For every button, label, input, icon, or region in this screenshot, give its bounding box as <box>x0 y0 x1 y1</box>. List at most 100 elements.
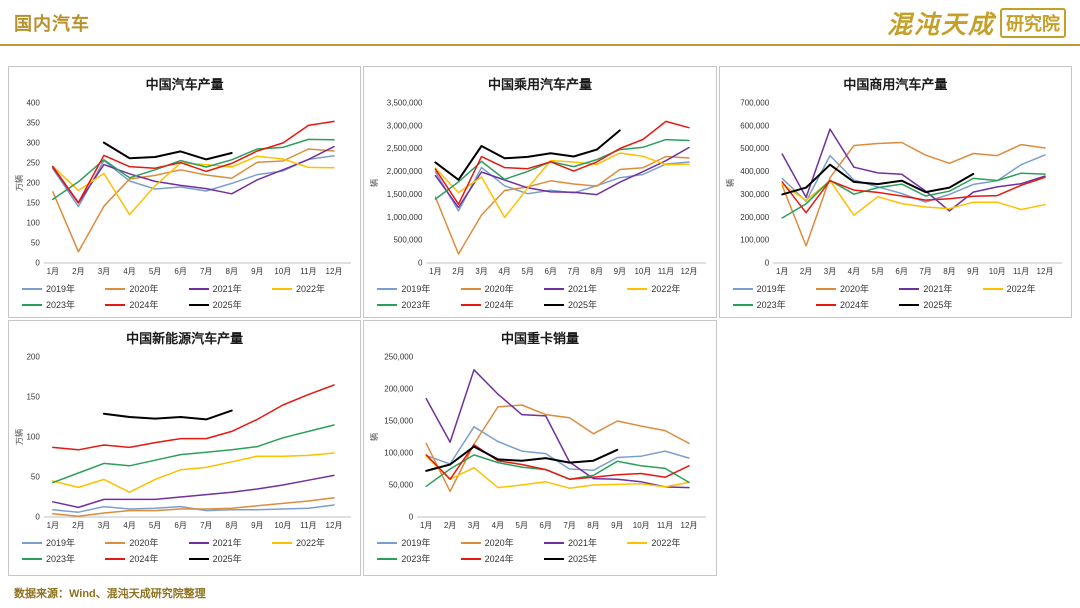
y-tick-label: 50,000 <box>389 481 414 490</box>
legend-swatch <box>188 287 209 290</box>
x-tick-label: 6月 <box>540 521 552 530</box>
y-axis-unit-label: 万辆 <box>14 429 24 445</box>
legend-swatch <box>377 541 398 544</box>
x-tick-label: 5月 <box>149 267 161 276</box>
legend-item-4: 2023年 <box>377 298 460 311</box>
legend-swatch <box>271 541 292 544</box>
chart-panel-heavy-truck-sales: 中国重卡销量 辆 0 50,000 100,000 150,000 200,000 250,… <box>363 320 717 576</box>
legend-item-1: 2020年 <box>105 282 188 295</box>
x-tick-label: 2月 <box>72 521 84 530</box>
y-tick-label: 200,000 <box>385 385 414 394</box>
y-tick-label: 3,500,000 <box>387 99 423 108</box>
chart-canvas: 辆 0 50,000 100,000 150,000 200,000 250,000 1月 2月… <box>369 353 707 530</box>
x-tick-label: 5月 <box>522 267 534 276</box>
chart-legend: 2019年 2020年 2021年 2022年 2023年 2024年 2025年 <box>725 282 1066 311</box>
empty-grid-cell <box>718 320 1072 576</box>
series-line-3 <box>434 152 691 219</box>
legend-label: 2024年 <box>484 300 514 310</box>
legend-swatch <box>460 303 481 306</box>
y-tick-label: 150 <box>26 393 40 402</box>
y-tick-label: 300 <box>26 139 40 148</box>
y-axis-unit-label: 辆 <box>369 179 379 187</box>
y-tick-label: 250 <box>26 159 40 168</box>
series-line-4 <box>781 172 1046 219</box>
x-tick-label: 4月 <box>123 521 135 530</box>
x-tick-label: 11月 <box>658 267 674 276</box>
chart-legend: 2019年 2020年 2021年 2022年 2023年 2024年 2025年 <box>14 536 355 565</box>
legend-label: 2025年 <box>567 554 598 564</box>
legend-item-2: 2021年 <box>188 282 272 295</box>
x-tick-label: 8月 <box>943 267 955 276</box>
series-line-5 <box>781 176 1046 214</box>
page-title: 国内汽车 <box>14 14 90 34</box>
legend-label: 2020年 <box>484 284 514 294</box>
legend-item-0: 2019年 <box>377 282 460 295</box>
legend-swatch <box>22 557 42 560</box>
page-footer: 数据来源：Wind、混沌天成研究院整理 <box>14 585 206 601</box>
legend-item-3: 2022年 <box>982 282 1066 295</box>
legend-label: 2019年 <box>401 538 431 548</box>
chart-legend: 2019年 2020年 2021年 2022年 2023年 2024年 2025年 <box>369 282 710 311</box>
chart-panel-nev-production: 中国新能源汽车产量 万辆 0 50 100 150 200 1月 2月 3月 4月 5月 6月 7月 8月… <box>8 320 362 576</box>
y-axis-unit-label: 辆 <box>725 179 735 187</box>
x-tick-label: 6月 <box>545 267 557 276</box>
chart-canvas: 万辆 0 50 100 150 200 1月 2月 3月 4月 5月 6月 7月 8月 9月 10月 11月 12… <box>14 353 351 530</box>
x-tick-label: 6月 <box>174 521 186 530</box>
x-tick-label: 5月 <box>871 267 883 276</box>
x-tick-label: 4月 <box>499 267 511 276</box>
y-tick-label: 300,000 <box>740 190 769 199</box>
chart-panel-passenger-vehicle-production: 中国乘用汽车产量 辆 0 500,000 1,000,000 1,500,000 2,00… <box>363 66 717 318</box>
charts-grid: 中国汽车产量 万辆 0 50 100 150 200 250 300 350 400 1月 2月 3月 4… <box>8 66 1072 576</box>
x-tick-label: 12月 <box>681 521 698 530</box>
legend-label: 2024年 <box>484 554 514 564</box>
legend-swatch <box>543 287 564 290</box>
legend-item-2: 2021年 <box>543 282 627 295</box>
x-tick-label: 7月 <box>200 521 212 530</box>
y-tick-label: 400 <box>26 99 40 108</box>
x-tick-label: 10月 <box>635 267 652 276</box>
series-line-5 <box>434 120 691 205</box>
x-tick-label: 3月 <box>98 521 110 530</box>
x-tick-label: 8月 <box>591 267 603 276</box>
x-tick-label: 7月 <box>200 267 212 276</box>
x-tick-label: 9月 <box>611 521 623 530</box>
x-tick-label: 3月 <box>468 521 480 530</box>
x-tick-label: 11月 <box>300 521 316 530</box>
y-tick-label: 200,000 <box>740 213 769 222</box>
x-tick-label: 5月 <box>516 521 528 530</box>
legend-swatch <box>732 287 753 290</box>
series-line-0 <box>52 155 335 208</box>
legend-label: 2023年 <box>401 300 431 310</box>
legend-label: 2025年 <box>212 554 242 564</box>
legend-swatch <box>22 287 42 290</box>
x-tick-label: 9月 <box>251 521 263 530</box>
data-source-note: 数据来源：Wind、混沌天成研究院整理 <box>14 588 206 600</box>
series-line-6 <box>434 129 622 181</box>
legend-label: 2019年 <box>756 284 786 294</box>
legend-swatch <box>460 557 481 560</box>
legend-label: 2021年 <box>567 284 598 294</box>
legend-item-0: 2019年 <box>22 536 105 549</box>
y-tick-label: 3,000,000 <box>387 121 423 130</box>
legend-label: 2020年 <box>839 284 870 294</box>
legend-item-5: 2024年 <box>105 298 188 311</box>
legend-item-2: 2021年 <box>543 536 627 549</box>
legend-label: 2021年 <box>212 538 242 548</box>
legend-label: 2025年 <box>567 300 598 310</box>
legend-label: 2023年 <box>756 300 786 310</box>
x-tick-label: 8月 <box>588 521 600 530</box>
series-line-0 <box>425 426 691 472</box>
legend-swatch <box>188 303 209 306</box>
y-tick-label: 350 <box>26 119 40 128</box>
y-tick-label: 0 <box>35 259 40 268</box>
series-line-5 <box>52 120 335 204</box>
y-tick-label: 200 <box>26 353 40 362</box>
legend-swatch <box>627 541 648 544</box>
legend-swatch <box>543 303 564 306</box>
legend-label: 2021年 <box>212 284 242 294</box>
y-tick-label: 500,000 <box>394 236 423 245</box>
y-tick-label: 200 <box>26 179 40 188</box>
x-tick-label: 3月 <box>98 267 110 276</box>
legend-item-3: 2022年 <box>627 282 710 295</box>
